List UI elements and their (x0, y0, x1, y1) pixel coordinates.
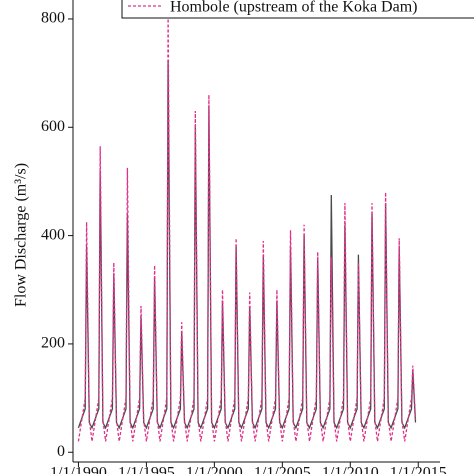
y-tick-label: 400 (41, 226, 65, 243)
legend-label: Hombole (upstream of the Koka Dam) (170, 0, 417, 16)
y-tick-label: 0 (57, 443, 65, 460)
y-tick-label: 600 (41, 118, 65, 135)
x-tick-label: 1/1/2010 (322, 465, 379, 474)
x-tick-label: 1/1/2015 (390, 465, 447, 474)
y-tick-label: 800 (41, 10, 65, 27)
x-tick-label: 1/1/2000 (186, 465, 243, 474)
x-tick-label: 1/1/1995 (118, 465, 175, 474)
x-tick-label: 1/1/2005 (254, 465, 311, 474)
x-tick-label: 1/1/1990 (50, 465, 107, 474)
series-line (77, 13, 417, 442)
y-tick-label: 200 (41, 335, 65, 352)
legend-box (121, 0, 474, 19)
y-axis-label: Flow Discharge (m³/s) (13, 163, 30, 307)
